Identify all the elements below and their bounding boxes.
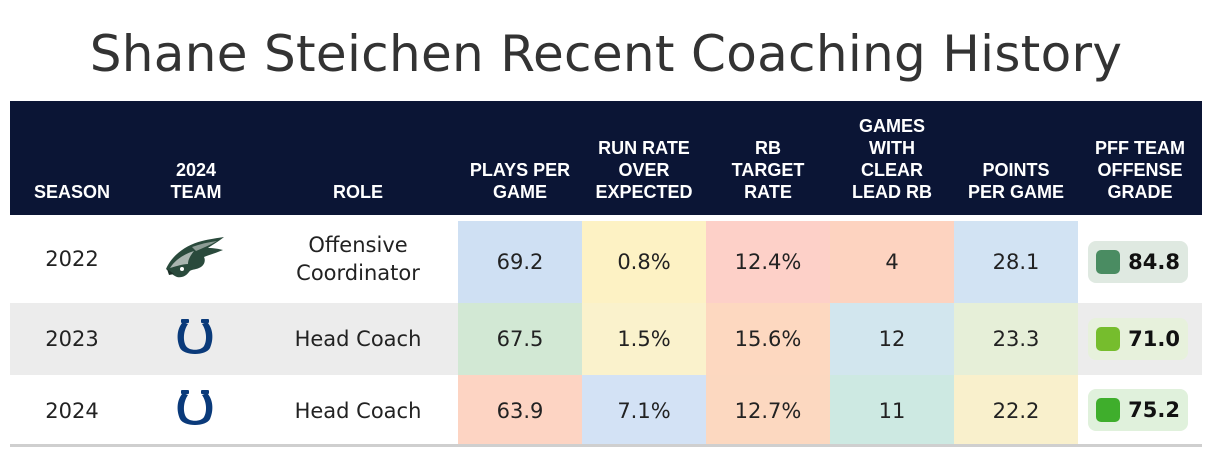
points-per-game-cell: 22.2 [954,375,1078,446]
plays-per-game-cell: 63.9 [458,375,582,446]
points-per-game-cell: 28.1 [954,221,1078,303]
header-run-rate: RUN RATE OVER EXPECTED [595,138,693,202]
header-plays-per-game: PLAYS PER GAME [469,160,571,202]
rb-target-rate-cell: 12.4% [706,221,830,303]
plays-per-game-cell: 67.5 [458,303,582,375]
role-cell: Head Coach [294,327,422,351]
role-cell: Offensive Coordinator [296,233,420,285]
season-cell: 2023 [45,327,99,351]
grade-color-swatch [1096,398,1120,422]
coaching-history-table: SEASON 2024 TEAM ROLE PLAYS PER GAME RUN… [10,101,1202,446]
colts-horseshoe-icon [174,317,216,361]
table-row: 2024 Head Coach 63.9 7.1% 12.7% 11 22.2 … [10,375,1202,446]
season-cell: 2024 [45,398,99,423]
run-rate-cell: 7.1% [582,375,706,446]
rb-target-rate-cell: 12.7% [706,375,830,446]
games-lead-rb-cell: 12 [830,303,954,375]
table-bottom-border [10,444,1202,447]
grade-color-swatch [1096,250,1120,274]
page-title: Shane Steichen Recent Coaching History [89,25,1123,83]
header-role: ROLE [332,182,383,202]
run-rate-cell: 1.5% [582,303,706,375]
rb-target-rate-cell: 15.6% [706,303,830,375]
pff-grade-value: 75.2 [1128,398,1180,422]
points-per-game-cell: 23.3 [954,303,1078,375]
header-pff-grade: PFF TEAM OFFENSE GRADE [1095,138,1185,202]
games-lead-rb-cell: 11 [830,375,954,446]
pff-grade-value: 84.8 [1128,250,1180,274]
header-points-per-game: POINTS PER GAME [967,160,1064,202]
grade-color-swatch [1096,327,1120,351]
table-row: 2023 Head Coach 67.5 1.5% 15.6% 12 23.3 … [10,303,1202,375]
pff-grade-badge: 71.0 [1088,318,1188,360]
header-games-lead-rb: GAMES WITH CLEAR LEAD RB [852,116,932,202]
pff-grade-value: 71.0 [1128,327,1180,351]
header-season: SEASON [33,182,111,202]
role-cell: Head Coach [294,398,422,423]
games-lead-rb-cell: 4 [830,221,954,303]
table-header: SEASON 2024 TEAM ROLE PLAYS PER GAME RUN… [10,101,1202,215]
header-rb-target-rate: RB TARGET RATE [731,138,805,202]
table-row: 2022 Offensive Coordinator 69.2 0.8% 12.… [10,215,1202,303]
plays-per-game-cell: 69.2 [458,221,582,303]
colts-horseshoe-icon [174,388,216,432]
pff-grade-badge: 75.2 [1088,389,1188,431]
eagles-logo-icon [162,233,228,283]
run-rate-cell: 0.8% [582,221,706,303]
pff-grade-badge: 84.8 [1088,241,1188,283]
season-cell: 2022 [45,247,99,271]
header-team: 2024 TEAM [170,160,222,202]
